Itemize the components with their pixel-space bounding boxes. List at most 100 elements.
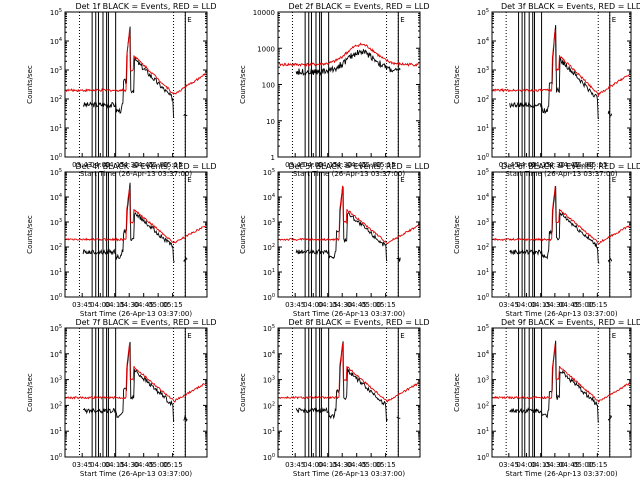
y-tick-label: 101 [50,268,62,277]
y-tick-label: 104 [50,37,62,46]
y-tick-label: 102 [477,243,489,252]
x-tick-label: 03:45 [499,301,519,309]
y-tick-label: 102 [263,243,275,252]
x-tick-label: 05:00 [361,161,381,169]
x-tick-label: 04:15 [105,301,125,309]
x-axis-label: Start Time (26-Apr-13 03:37:00) [505,170,617,178]
y-tick-label: 105 [263,168,275,177]
y-tick-label: 104 [263,193,275,202]
y-tick-label: 103 [477,218,489,227]
x-tick-label: 04:00 [90,301,110,309]
x-tick-label: 05:15 [163,161,183,169]
events-series-line [509,186,613,264]
y-tick-label: 105 [477,324,489,333]
y-tick-label: 103 [477,376,489,385]
x-axis-label: Start Time (26-Apr-13 03:37:00) [293,310,405,318]
events-series-line [295,48,401,77]
lld-series-line [65,342,206,403]
x-tick-label: 05:00 [573,161,593,169]
y-axis-label: Counts/sec [239,215,247,254]
y-tick-label: 102 [50,95,62,104]
plot-frame [64,327,208,458]
panel-9: Det 9f BLACK = Events, RED = LLD 100 101 10… [453,318,640,478]
panel-7: Det 7f BLACK = Events, RED = LLD 100 101 10… [26,318,217,478]
y-tick-label: 105 [477,8,489,17]
x-tick-label: 05:15 [587,461,607,469]
y-tick-label: 103 [263,218,275,227]
y-axis-label: Counts/sec [26,215,34,254]
y-tick-label: 101 [477,268,489,277]
x-tick-label: 04:30 [545,161,565,169]
x-tick-label: 05:15 [376,301,396,309]
y-tick-label: 102 [477,95,489,104]
y-tick-label: 100 [50,293,62,302]
x-tick-label: 04:15 [105,161,125,169]
x-tick-label: 04:45 [134,461,154,469]
y-axis-label: Counts/sec [453,65,461,104]
lld-series-line [278,42,419,67]
x-tick-label: 05:15 [587,161,607,169]
y-tick-label: 105 [263,324,275,333]
x-tick-label: 04:30 [119,161,139,169]
x-tick-label: 04:15 [105,461,125,469]
x-tick-label: 05:00 [148,301,168,309]
end-marker-label: E [187,16,191,24]
y-tick-label: 100 [477,153,489,162]
lld-series-line [492,343,630,403]
y-axis-label: Counts/sec [26,65,34,104]
x-tick-label: 04:00 [303,461,323,469]
y-tick-label: 105 [477,168,489,177]
x-tick-label: 04:45 [347,301,367,309]
lld-series-line [65,28,206,96]
panel-title: Det 8f BLACK = Events, RED = LLD [288,318,429,327]
x-tick-label: 03:45 [285,301,305,309]
y-tick-label: 100 [263,293,275,302]
end-marker-label: E [400,16,404,24]
x-tick-label: 04:45 [347,161,367,169]
x-tick-label: 04:30 [119,461,139,469]
x-tick-label: 03:43 [72,161,92,169]
lld-series-line [278,343,419,403]
y-tick-label: 105 [50,168,62,177]
y-tick-label: 10000 [253,9,275,17]
panel-title: Det 6f BLACK = Events, RED = LLD [501,162,640,171]
y-tick-label: 1 [271,154,275,162]
x-tick-label: 04:45 [134,161,154,169]
plot-frame [277,171,421,298]
plot-frame [64,171,208,298]
y-tick-label: 100 [262,82,275,90]
x-tick-label: 04:00 [303,301,323,309]
panel-title: Det 3f BLACK = Events, RED = LLD [501,2,640,11]
y-tick-label: 103 [263,376,275,385]
y-tick-label: 103 [50,66,62,75]
y-tick-label: 103 [50,218,62,227]
y-tick-label: 103 [477,66,489,75]
panel-3: Det 3f BLACK = Events, RED = LLD 100 101 10… [453,2,640,178]
x-tick-label: 04:30 [545,461,565,469]
plot-frame [277,327,421,458]
y-tick-label: 104 [477,37,489,46]
plot-frame [491,11,632,158]
x-tick-label: 05:15 [587,301,607,309]
x-tick-label: 05:00 [361,461,381,469]
x-tick-label: 03:45 [285,161,305,169]
plot-frame [491,171,632,298]
end-marker-label: E [187,332,191,340]
y-tick-label: 102 [263,401,275,410]
y-tick-label: 101 [477,124,489,133]
plot-frame [64,11,208,158]
x-axis-label: Start Time (26-Apr-13 03:37:00) [505,470,617,478]
y-tick-label: 101 [50,124,62,133]
y-tick-label: 10 [266,118,275,126]
x-tick-label: 03:45 [285,461,305,469]
y-tick-label: 100 [50,153,62,162]
x-tick-label: 04:15 [531,461,551,469]
y-axis-label: Counts/sec [239,373,247,412]
x-tick-label: 04:00 [516,461,536,469]
y-tick-label: 104 [477,193,489,202]
y-tick-label: 101 [263,427,275,436]
x-tick-label: 05:00 [148,161,168,169]
x-axis-label: Start Time (26-Apr-13 03:37:00) [80,170,192,178]
y-axis-label: Counts/sec [453,373,461,412]
